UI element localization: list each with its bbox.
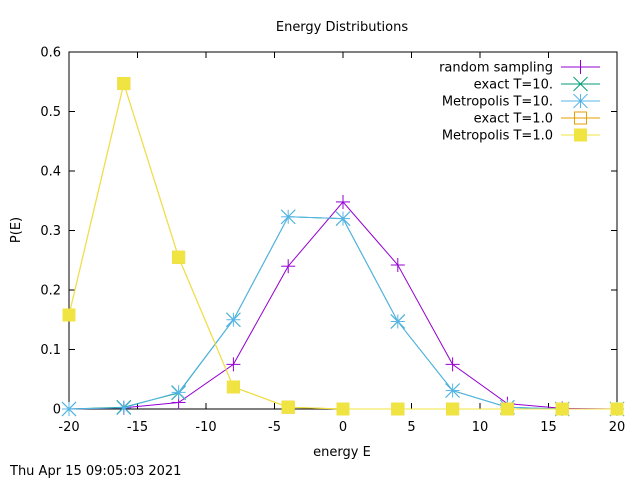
x-tick-label: -10 — [195, 420, 216, 435]
data-point — [62, 308, 76, 322]
data-point — [445, 383, 460, 398]
y-tick-label: 0.3 — [40, 224, 61, 239]
legend-item: random sampling — [439, 60, 600, 76]
x-tick-label: 20 — [609, 420, 626, 435]
y-tick-label: 0.2 — [40, 284, 61, 299]
x-tick-label: 10 — [472, 420, 489, 435]
series-1 — [62, 194, 624, 416]
x-tick-label: -5 — [268, 420, 281, 435]
x-tick-label: 0 — [339, 420, 347, 435]
series-5 — [62, 77, 624, 416]
series-line — [68, 201, 618, 410]
data-point — [116, 400, 132, 416]
data-point — [117, 77, 131, 91]
data-point — [391, 402, 405, 416]
legend-marker — [574, 111, 587, 125]
legend-item: exact T=1.0 — [474, 111, 600, 127]
legend-item: Metropolis T=10. — [442, 93, 600, 110]
series-line — [68, 216, 617, 410]
x-tick-label: 5 — [407, 420, 415, 435]
timestamp: Thu Apr 15 09:05:03 2021 — [9, 464, 181, 479]
data-point — [171, 384, 186, 400]
y-tick-label: 0.6 — [40, 46, 61, 61]
data-point — [226, 357, 241, 372]
data-point — [500, 402, 514, 416]
data-point — [610, 402, 624, 416]
data-point — [335, 211, 351, 226]
series-3 — [61, 209, 625, 417]
y-tick-label: 0.5 — [40, 105, 61, 120]
legend-label: exact T=10. — [474, 78, 553, 93]
legend-marker — [573, 76, 588, 92]
legend-item: Metropolis T=1.0 — [442, 128, 600, 144]
data-point — [555, 402, 569, 416]
series-line — [68, 216, 617, 410]
legend: random sampling exact T=10. Metropolis T=1… — [439, 60, 600, 144]
legend-label: Metropolis T=10. — [442, 95, 553, 110]
data-point — [390, 258, 405, 273]
x-tick-label: -20 — [58, 420, 79, 435]
plot-area — [61, 77, 625, 417]
data-point — [172, 250, 186, 264]
y-tick-label: 0 — [53, 403, 61, 418]
chart-title: Energy Distributions — [276, 20, 408, 35]
data-point — [336, 402, 350, 416]
legend-marker — [573, 93, 588, 109]
x-axis-label: energy E — [313, 445, 371, 460]
data-point — [281, 400, 295, 414]
legend-marker — [574, 128, 587, 142]
legend-label: random sampling — [439, 61, 553, 76]
legend-item: exact T=10. — [474, 76, 600, 93]
data-point — [226, 312, 241, 328]
data-point — [226, 380, 240, 394]
data-point — [281, 259, 296, 274]
x-tick-label: 15 — [540, 420, 557, 435]
data-point — [446, 402, 460, 416]
legend-marker — [573, 60, 588, 74]
data-point — [61, 401, 77, 417]
data-point — [445, 357, 460, 372]
y-axis-label: P(E) — [9, 217, 24, 243]
y-tick-label: 0.4 — [40, 165, 61, 180]
data-point — [390, 314, 406, 329]
legend-label: Metropolis T=1.0 — [442, 129, 553, 144]
x-tick-label: -15 — [127, 420, 148, 435]
data-point — [280, 209, 296, 225]
data-point — [336, 194, 350, 209]
y-tick-label: 0.1 — [40, 343, 61, 358]
series-2 — [61, 209, 625, 417]
legend-label: exact T=1.0 — [474, 112, 553, 127]
